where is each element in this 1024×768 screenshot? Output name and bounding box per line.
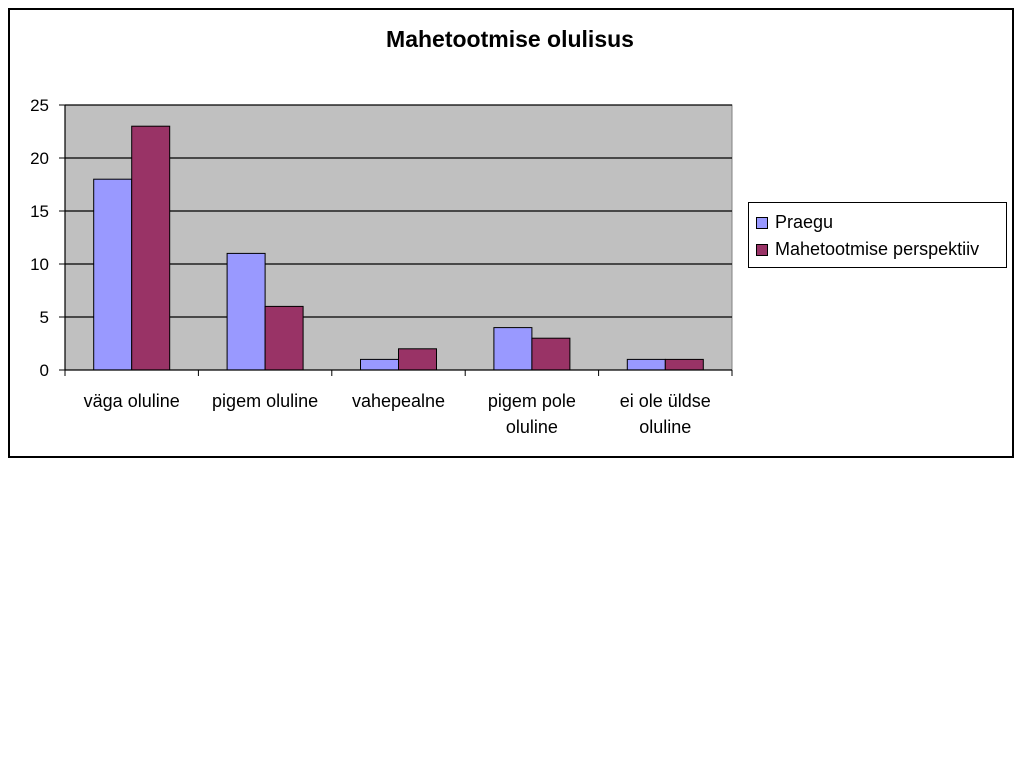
bar-praegu	[360, 358, 399, 371]
bar-perspektiiv	[264, 305, 304, 371]
chart-title: Mahetootmise olulisus	[386, 26, 634, 52]
y-tick-label: 20	[30, 149, 49, 168]
y-tick-label: 25	[30, 96, 49, 115]
legend-item-praegu: Praegu	[756, 209, 1006, 236]
y-tick-label: 10	[30, 255, 49, 274]
x-tick-label: oluline	[506, 417, 558, 437]
legend-swatch-perspektiiv	[756, 243, 768, 256]
legend-swatch-praegu	[756, 216, 768, 229]
bar-perspektiiv	[664, 358, 704, 371]
bar-praegu	[93, 178, 133, 371]
legend-item-perspektiiv: Mahetootmise perspektiiv	[756, 236, 1006, 263]
chart-legend: Praegu Mahetootmise perspektiiv	[748, 202, 1007, 268]
x-tick-label: väga oluline	[84, 391, 180, 411]
x-tick-label: pigem pole	[488, 391, 576, 411]
x-tick-label: oluline	[639, 417, 691, 437]
bar-perspektiiv	[531, 337, 571, 371]
legend-label-praegu: Praegu	[775, 212, 834, 232]
bar-praegu	[626, 358, 666, 371]
bar-perspektiiv	[131, 125, 171, 371]
y-tick-label: 15	[30, 202, 49, 221]
x-tick-label: vahepealne	[352, 391, 445, 411]
x-tick-label: ei ole üldse	[620, 391, 711, 411]
bar-perspektiiv	[398, 348, 437, 371]
bar-praegu	[226, 252, 266, 371]
x-tick-label: pigem oluline	[212, 391, 318, 411]
legend-label-perspektiiv: Mahetootmise perspektiiv	[775, 239, 980, 259]
y-tick-label: 0	[40, 361, 49, 380]
bar-praegu	[493, 327, 533, 371]
y-tick-label: 5	[40, 308, 49, 327]
